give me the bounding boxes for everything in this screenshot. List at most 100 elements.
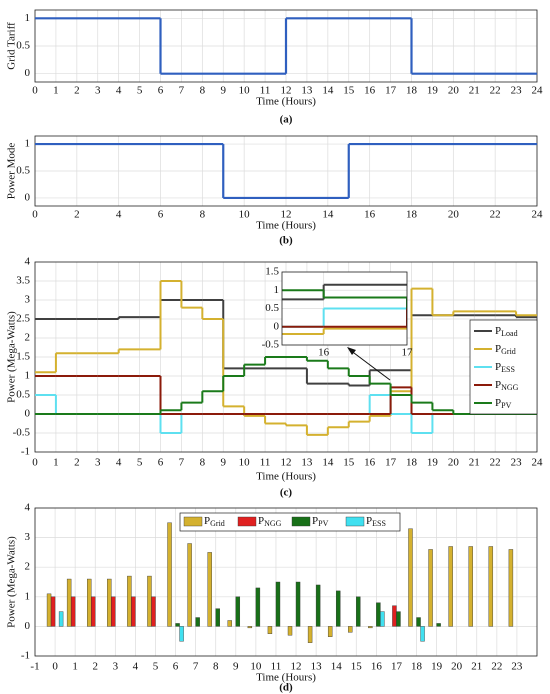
y-tick-label: 0.5 [16, 40, 30, 52]
bar [307, 626, 313, 643]
x-tick-label: 11 [271, 661, 282, 673]
legend-subscript: NGG [501, 383, 519, 392]
legend-label: PESS [366, 515, 386, 528]
x-tick-label: 20 [451, 661, 463, 673]
x-tick-label: 18 [406, 85, 418, 97]
x-tick-label: 22 [490, 457, 501, 469]
plot-frame [34, 507, 538, 657]
x-tick-label: 6 [158, 457, 164, 469]
bar [46, 593, 52, 627]
bar [428, 549, 433, 627]
bar [87, 578, 92, 627]
bar [267, 626, 273, 635]
x-tick-label: 23 [511, 85, 523, 97]
x-tick-label: -1 [30, 661, 39, 673]
bar [66, 578, 72, 627]
x-tick-label: 3 [95, 85, 101, 97]
bar [336, 590, 341, 627]
x-tick-label: 2 [92, 661, 98, 673]
plot-frame [34, 135, 538, 207]
x-tick-label: 10 [239, 209, 251, 221]
x-tick-label: 0 [32, 457, 38, 469]
x-tick-label: 6 [158, 85, 164, 97]
y-tick-label: 4 [25, 256, 31, 268]
caption: (a) [280, 114, 293, 126]
y-axis-label: Power (Mega-Watts) [6, 311, 18, 403]
x-axis-label: Time (Hours) [256, 96, 316, 108]
y-tick-label: 1 [25, 370, 31, 382]
bar [187, 543, 192, 627]
bar [327, 626, 333, 637]
legend-name: P [495, 361, 501, 373]
legend-label: PLoad [495, 325, 518, 338]
x-tick-label: 8 [200, 209, 206, 221]
x-tick-label: 23 [511, 661, 523, 673]
x-tick-label: 1 [53, 457, 59, 469]
x-tick-label: 6 [173, 661, 179, 673]
x-tick-label: 22 [490, 209, 501, 221]
bar [195, 617, 200, 627]
x-tick-label: 12 [281, 85, 292, 97]
bar [111, 596, 116, 627]
inset-x-tick-label: 16 [318, 347, 330, 359]
y-tick-label: -0.5 [13, 427, 31, 439]
x-tick-label: 12 [281, 209, 292, 221]
inset-arrow-head [347, 347, 356, 355]
bar [207, 552, 212, 627]
x-tick-label: 7 [193, 661, 199, 673]
x-tick-label: 18 [406, 457, 418, 469]
y-tick-label: 2.5 [16, 313, 30, 325]
bar [356, 596, 361, 627]
x-tick-label: 16 [364, 457, 376, 469]
inset-y-tick-label: 0.5 [265, 302, 279, 314]
inset-y-tick-label: 0 [274, 320, 280, 332]
legend-swatch [291, 516, 311, 527]
y-tick-label: 4 [25, 502, 31, 514]
x-tick-label: 4 [116, 457, 122, 469]
y-tick-label: 2 [25, 332, 31, 344]
bar [179, 626, 184, 642]
x-tick-label: 21 [471, 661, 482, 673]
legend-swatch [237, 516, 257, 527]
x-tick-label: 3 [95, 457, 101, 469]
x-tick-label: 7 [179, 85, 185, 97]
inset-y-tick-label: 1.5 [265, 266, 279, 278]
bar [50, 596, 56, 627]
bar [70, 596, 76, 627]
x-tick-label: 2 [74, 209, 80, 221]
legend-name: P [366, 515, 372, 527]
x-tick-label: 0 [32, 85, 38, 97]
bar [147, 575, 152, 627]
x-tick-label: 13 [301, 85, 313, 97]
inset-x-tick-label: 17 [402, 347, 414, 359]
y-tick-label: 0.5 [16, 165, 30, 177]
bar [235, 596, 241, 627]
legend-subscript: PV [501, 401, 511, 410]
inset-lines [282, 283, 407, 336]
legend-box [179, 512, 401, 532]
y-axis-label: Power (Mega-Watts) [6, 536, 18, 628]
bar [448, 546, 453, 627]
legend-subscript: Load [501, 329, 517, 338]
x-tick-label: 8 [213, 661, 219, 673]
x-tick-label: 5 [137, 85, 143, 97]
y-tick-label: 1 [25, 138, 31, 150]
legend-name: P [495, 397, 501, 409]
x-axis-label: Time (Hours) [256, 220, 316, 232]
x-tick-label: 4 [133, 661, 139, 673]
x-tick-label: 13 [311, 661, 323, 673]
bar [315, 584, 321, 627]
x-tick-label: 12 [291, 661, 302, 673]
x-tick-label: 11 [260, 85, 271, 97]
legend-subscript: NGG [264, 519, 282, 528]
legend-name: P [495, 325, 501, 337]
bar [380, 611, 385, 627]
bar [275, 581, 281, 627]
bar [408, 528, 413, 627]
x-tick-label: 24 [532, 457, 544, 469]
bar [468, 546, 473, 627]
bar [287, 626, 293, 636]
x-tick-label: 22 [490, 85, 501, 97]
y-tick-label: 1.5 [16, 351, 30, 363]
legend-swatch [345, 516, 365, 527]
